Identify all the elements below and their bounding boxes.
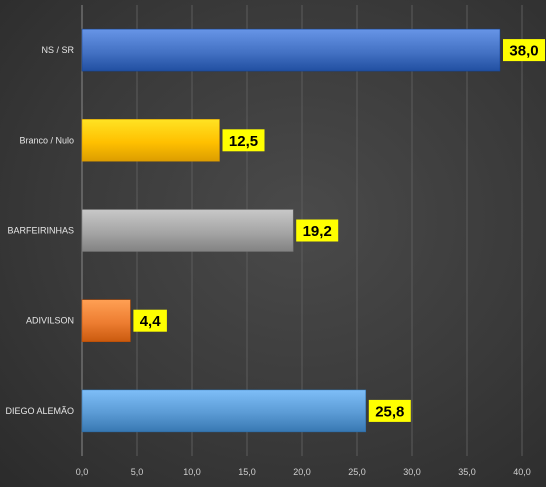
x-tick-label: 35,0	[458, 467, 476, 477]
bar	[81, 28, 501, 72]
data-label: 4,4	[140, 313, 162, 330]
category-label: ADIVILSON	[26, 316, 74, 326]
category-labels: NS / SR Branco / Nulo BARFEIRINHAS ADIVILSO…	[5, 45, 74, 416]
bar	[81, 389, 367, 433]
x-tick-label: 30,0	[403, 467, 421, 477]
data-label: 38,0	[509, 43, 538, 60]
category-label: BARFEIRINHAS	[7, 226, 74, 236]
data-label-box	[133, 309, 167, 332]
data-label-box	[503, 39, 545, 62]
x-tick-label: 40,0	[513, 467, 531, 477]
bar	[81, 209, 294, 252]
x-tick-label: 5,0	[131, 467, 144, 477]
data-label: 12,5	[229, 133, 258, 150]
data-label: 19,2	[303, 223, 332, 240]
data-label: 25,8	[375, 403, 404, 420]
bar	[81, 299, 131, 342]
bars	[81, 28, 501, 433]
category-label: DIEGO ALEMÃO	[5, 406, 74, 416]
bar	[81, 119, 220, 162]
data-labels: 38,0 12,5 19,2 4,4 25,8	[133, 39, 545, 422]
category-label: Branco / Nulo	[19, 135, 74, 145]
x-tick-label: 0,0	[76, 467, 89, 477]
data-label-box	[296, 219, 339, 242]
category-label: NS / SR	[41, 45, 74, 55]
x-tick-label: 20,0	[293, 467, 311, 477]
x-tick-label: 10,0	[183, 467, 201, 477]
x-tick-labels: 0,0 5,0 10,0 15,0 20,0 25,0 30,0 35,0 40,0	[76, 467, 531, 477]
x-tick-label: 15,0	[238, 467, 256, 477]
x-tick-label: 25,0	[348, 467, 366, 477]
data-label-box	[222, 129, 265, 152]
data-label-box	[368, 399, 411, 422]
